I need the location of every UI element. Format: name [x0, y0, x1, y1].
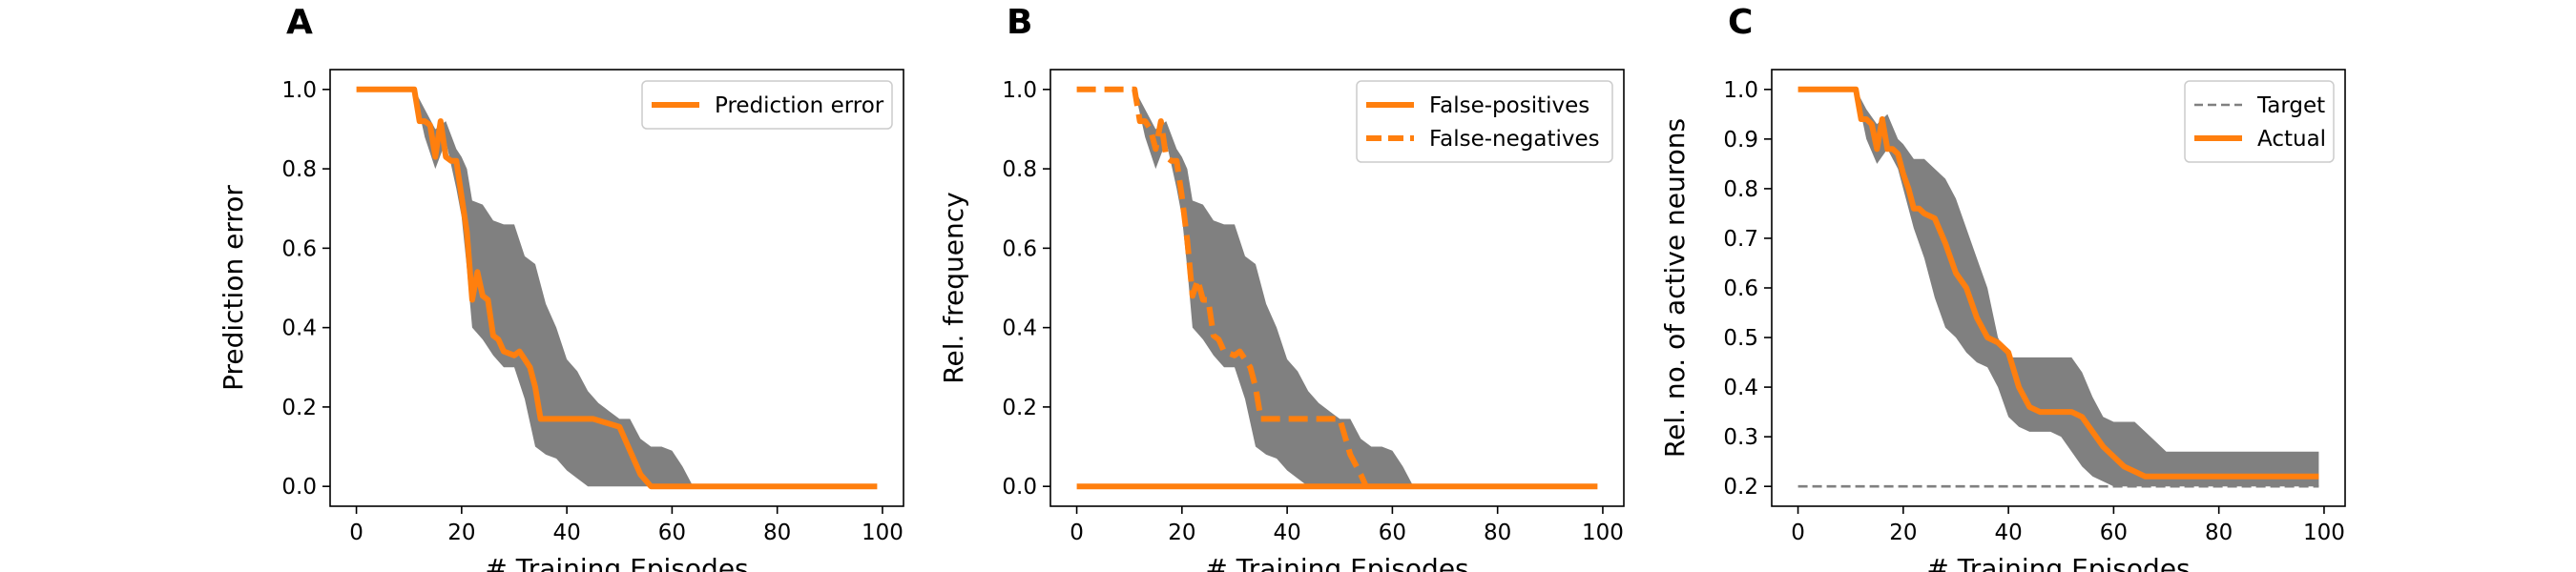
- y-tick-label: 0.4: [281, 317, 317, 341]
- legend-box: [1356, 80, 1613, 163]
- y-tick-label: 0.0: [281, 475, 317, 500]
- y-tick-label: 0.8: [1723, 177, 1758, 202]
- y-tick-label: 0.9: [1723, 128, 1758, 153]
- x-tick-label: 20: [447, 521, 475, 545]
- x-tick-label: 80: [763, 521, 791, 545]
- y-tick-label: 1.0: [1723, 78, 1758, 103]
- legend: Target Actual: [2184, 80, 2335, 163]
- y-tick-label: 0.8: [1002, 157, 1037, 182]
- x-tick-label: 60: [1379, 521, 1406, 545]
- panel-letter: B: [1007, 3, 1032, 42]
- x-axis-label: # Training Episodes: [1926, 553, 2190, 572]
- series-line-false-negatives: [1076, 86, 1369, 488]
- x-tick-label: 0: [1791, 521, 1805, 545]
- axes-frame: [329, 69, 904, 507]
- x-axis-label: # Training Episodes: [485, 553, 748, 572]
- legend: False-positives False-negatives: [1356, 80, 1613, 163]
- x-tick-label: 60: [658, 521, 686, 545]
- y-tick-label: 0.5: [1723, 326, 1758, 351]
- x-tick-label: 80: [1484, 521, 1511, 545]
- legend-label: False-positives: [1429, 93, 1589, 118]
- panel-letter: C: [1728, 3, 1753, 42]
- y-axis-label: Prediction error: [218, 185, 249, 391]
- x-axis-label: # Training Episodes: [1205, 553, 1468, 572]
- y-tick-label: 0.6: [1723, 276, 1758, 301]
- x-tick-label: 0: [349, 521, 364, 545]
- y-tick-label: 0.0: [1002, 475, 1037, 500]
- y-tick-label: 0.2: [281, 396, 317, 420]
- x-tick-label: 40: [1994, 521, 2022, 545]
- legend-label: False-negatives: [1429, 127, 1600, 152]
- x-tick-label: 40: [552, 521, 580, 545]
- series-line-actual: [1797, 86, 2319, 480]
- y-tick-label: 0.4: [1002, 317, 1037, 341]
- legend-box: [641, 80, 893, 130]
- legend-box: [2184, 80, 2335, 163]
- x-tick-label: 100: [1582, 521, 1624, 545]
- y-tick-label: 1.0: [281, 78, 317, 103]
- series-line-prediction-error: [356, 86, 878, 490]
- y-tick-label: 0.7: [1723, 227, 1758, 252]
- y-tick-label: 0.3: [1723, 425, 1758, 450]
- legend-label: Actual: [2257, 127, 2326, 152]
- y-tick-label: 0.4: [1723, 376, 1758, 400]
- panel-letter: A: [286, 3, 313, 42]
- y-axis-label: Rel. frequency: [938, 192, 969, 383]
- y-tick-label: 0.8: [281, 157, 317, 182]
- y-tick-label: 0.6: [281, 236, 317, 261]
- panel-c: 0 20 40 60 80 100 0.2 0.3 0.4 0.5 0.6 0.7 0.8 0.9 1.0 #…: [1659, 3, 2346, 572]
- axes-frame: [1049, 69, 1625, 507]
- x-tick-label: 80: [2205, 521, 2233, 545]
- variance-band: [1797, 89, 2319, 487]
- legend: Prediction error: [641, 80, 893, 130]
- y-tick-label: 0.2: [1002, 396, 1037, 420]
- legend-label: Target: [2256, 93, 2325, 118]
- y-axis-label: Rel. no. of active neurons: [1659, 118, 1691, 458]
- x-tick-label: 100: [862, 521, 904, 545]
- y-tick-label: 0.2: [1723, 475, 1758, 500]
- x-tick-label: 20: [1889, 521, 1917, 545]
- x-tick-label: 100: [2303, 521, 2345, 545]
- y-tick-label: 0.6: [1002, 236, 1037, 261]
- x-tick-label: 40: [1273, 521, 1300, 545]
- x-tick-label: 0: [1070, 521, 1084, 545]
- x-tick-label: 20: [1168, 521, 1195, 545]
- legend-label: Prediction error: [715, 93, 884, 118]
- panel-a: 0 20 40 60 80 100 0.0 0.2 0.4 0.6 0.8 1.0 # Training…: [218, 3, 904, 572]
- panel-b: 0 20 40 60 80 100 0.0 0.2 0.4 0.6 0.8 1.0 # Training…: [938, 3, 1625, 572]
- y-tick-label: 1.0: [1002, 78, 1037, 103]
- x-tick-label: 60: [2100, 521, 2128, 545]
